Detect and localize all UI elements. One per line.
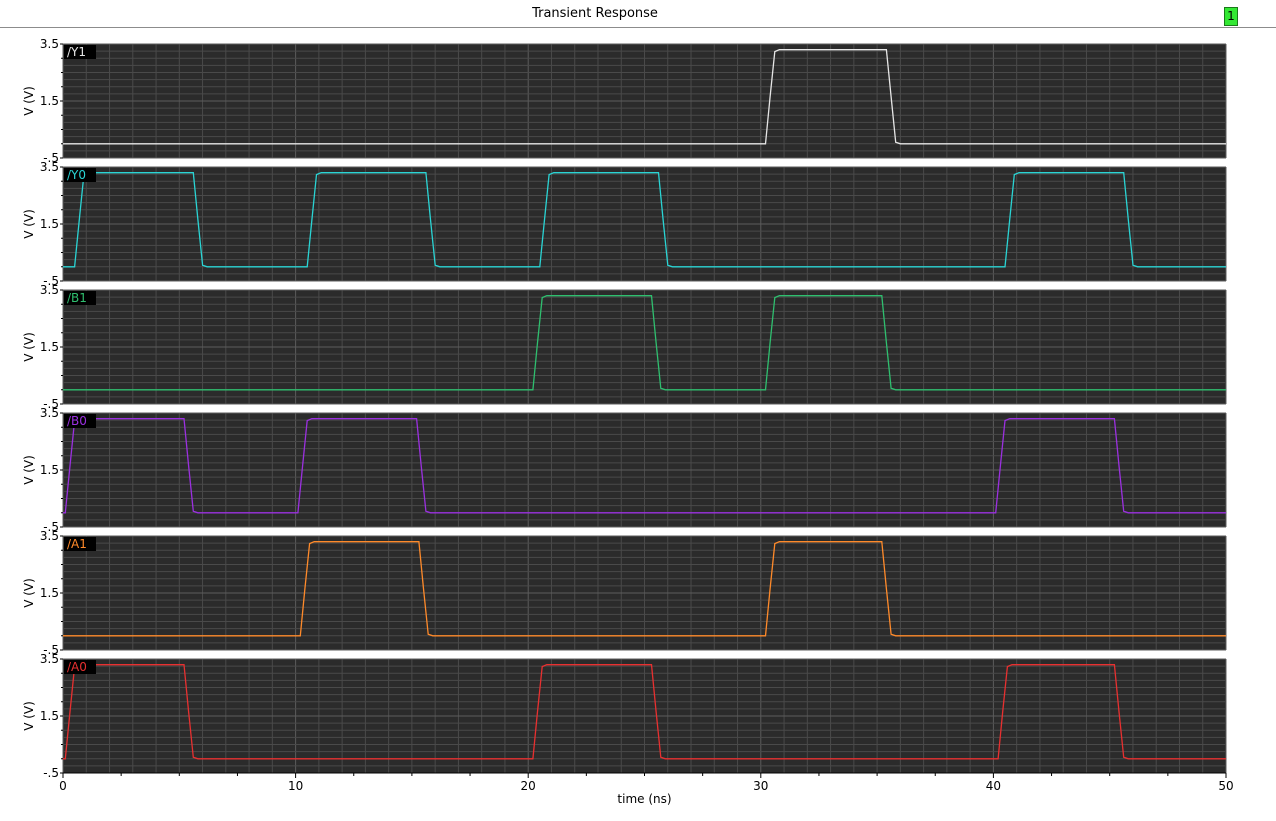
panel-a0: 3.5 1.5 -.5 V (V) /A0 (22, 652, 1227, 780)
y-tick-label: -.5 (43, 643, 59, 657)
y-tick-label: 3.5 (40, 37, 59, 51)
panel-a1: 3.5 1.5 -.5 V (V) /A1 (22, 529, 1227, 657)
series-tag-bg (64, 168, 96, 182)
series-line-y0 (63, 172, 1226, 268)
y-tick-label: 3.5 (40, 406, 59, 420)
y-tick-label: 3.5 (40, 160, 59, 174)
y-tick-label: -.5 (43, 151, 59, 165)
y-axis-label: V (V) (22, 455, 36, 485)
series-line-a1 (63, 541, 1226, 637)
x-tick-label: 50 (1218, 779, 1233, 793)
series-label[interactable]: /A0 (67, 660, 87, 674)
panel-b1: 3.5 1.5 -.5 V (V) /B1 (22, 283, 1227, 411)
x-tick-label: 0 (59, 779, 67, 793)
series-tag-bg (64, 537, 96, 551)
panel-b0: 3.5 1.5 -.5 V (V) /B0 (22, 406, 1227, 534)
series-label[interactable]: /A1 (67, 537, 87, 551)
y-axis-label: V (V) (22, 209, 36, 239)
y-tick-label: 3.5 (40, 283, 59, 297)
series-line-y1 (63, 49, 1226, 145)
y-axis-label: V (V) (22, 578, 36, 608)
series-tag-bg (64, 45, 96, 59)
y-tick-label: -.5 (43, 397, 59, 411)
title-bar: Transient Response 1 (0, 0, 1276, 28)
x-tick-label: 40 (986, 779, 1001, 793)
y-tick-label: 1.5 (40, 709, 59, 723)
series-tag-bg (64, 414, 96, 428)
x-axis-label: time (ns) (617, 792, 671, 806)
window-title: Transient Response (532, 6, 658, 21)
series-tag-bg (64, 660, 96, 674)
y-tick-label: 3.5 (40, 529, 59, 543)
series-line-b0 (63, 418, 1226, 514)
y-tick-label: 1.5 (40, 217, 59, 231)
series-label[interactable]: /B1 (67, 291, 87, 305)
panel-y1: 3.5 1.5 -.5 V (V) /Y1 (22, 37, 1227, 165)
y-axis-label: V (V) (22, 86, 36, 116)
y-axis-label: V (V) (22, 332, 36, 362)
x-tick-label: 20 (521, 779, 536, 793)
y-tick-label: -.5 (43, 274, 59, 288)
series-line-a0 (63, 664, 1226, 760)
series-label[interactable]: /Y1 (67, 45, 86, 59)
y-tick-label: 1.5 (40, 340, 59, 354)
panel-y0: 3.5 1.5 -.5 V (V) /Y0 (22, 160, 1227, 288)
x-tick-label: 30 (753, 779, 768, 793)
series-label[interactable]: /B0 (67, 414, 87, 428)
y-axis-label: V (V) (22, 701, 36, 731)
y-tick-label: 1.5 (40, 94, 59, 108)
transient-response-chart: 3.5 1.5 -.5 V (V) /Y1 3.5 1.5 -.5 V (V) /Y0 3.5 1.5… (22, 37, 1234, 806)
y-tick-label: -.5 (43, 520, 59, 534)
x-tick-label: 10 (288, 779, 303, 793)
series-tag-bg (64, 291, 96, 305)
series-line-b1 (63, 295, 1226, 391)
y-tick-label: -.5 (43, 766, 59, 780)
y-tick-label: 1.5 (40, 463, 59, 477)
y-tick-label: 1.5 (40, 586, 59, 600)
series-label[interactable]: /Y0 (67, 168, 86, 182)
y-tick-label: 3.5 (40, 652, 59, 666)
page-number-badge[interactable]: 1 (1224, 7, 1238, 26)
